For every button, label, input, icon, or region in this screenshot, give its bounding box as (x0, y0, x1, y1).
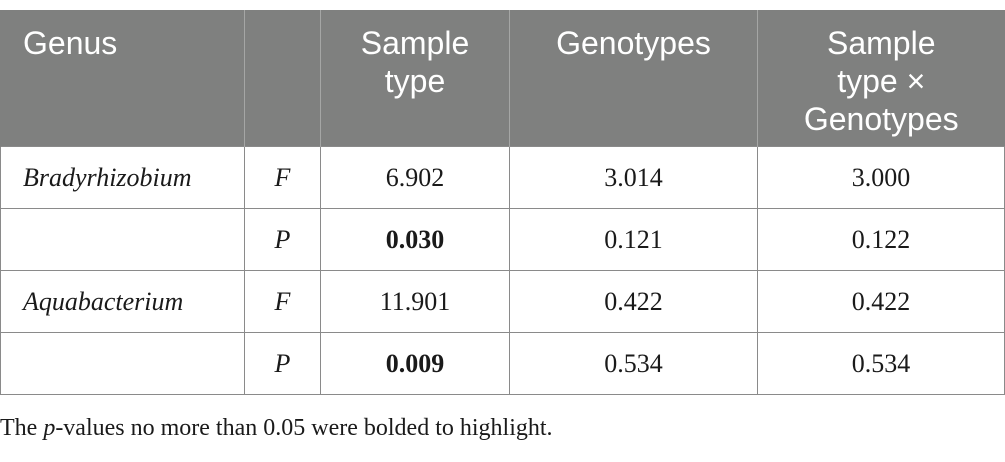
header-sample-type-line: Sample (360, 25, 470, 61)
header-row: Genus Sample type Genotypes Sample type … (0, 10, 1005, 147)
cell-genotypes: 3.014 (509, 146, 758, 209)
header-interaction-line: Genotypes (803, 101, 959, 137)
header-interaction-line: Sample (827, 25, 936, 61)
cell-genotypes: 0.121 (509, 208, 758, 271)
cell-interaction: 3.000 (757, 146, 1005, 209)
header-genotypes: Genotypes (509, 10, 758, 147)
cell-stat: F (244, 270, 321, 333)
header-interaction: Sample type × Genotypes (757, 10, 1005, 147)
header-stat (244, 10, 321, 147)
cell-stat: P (244, 332, 321, 395)
cell-sample-type: 0.030 (320, 208, 510, 271)
cell-sample-type: 6.902 (320, 146, 510, 209)
header-interaction-line: type × (837, 63, 926, 99)
table-footnote: The p-values no more than 0.05 were bold… (0, 415, 553, 442)
header-genotypes-line: Genotypes (556, 25, 711, 61)
cell-sample-type: 0.009 (320, 332, 510, 395)
footnote-p-italic: p (43, 415, 56, 441)
cell-genotypes: 0.534 (509, 332, 758, 395)
footnote-text-start: The (0, 415, 44, 441)
cell-genus (0, 332, 245, 395)
table-row: Aquabacterium F 11.901 0.422 0.422 (0, 270, 1005, 333)
cell-stat: P (244, 208, 321, 271)
cell-interaction: 0.122 (757, 208, 1005, 271)
table-row: P 0.030 0.121 0.122 (0, 208, 1005, 271)
header-sample-type-line: type (384, 63, 446, 99)
table-row: Bradyrhizobium F 6.902 3.014 3.000 (0, 146, 1005, 209)
statistics-table: Genus Sample type Genotypes Sample type … (0, 10, 1005, 395)
footnote-text-end: -values no more than 0.05 were bolded to… (55, 415, 553, 441)
cell-interaction: 0.422 (757, 270, 1005, 333)
cell-genus: Bradyrhizobium (0, 146, 245, 209)
header-genus: Genus (0, 10, 245, 147)
cell-genotypes: 0.422 (509, 270, 758, 333)
cell-sample-type: 11.901 (320, 270, 510, 333)
table-row: P 0.009 0.534 0.534 (0, 332, 1005, 395)
cell-interaction: 0.534 (757, 332, 1005, 395)
cell-stat: F (244, 146, 321, 209)
cell-genus: Aquabacterium (0, 270, 245, 333)
header-sample-type: Sample type (320, 10, 510, 147)
cell-genus (0, 208, 245, 271)
